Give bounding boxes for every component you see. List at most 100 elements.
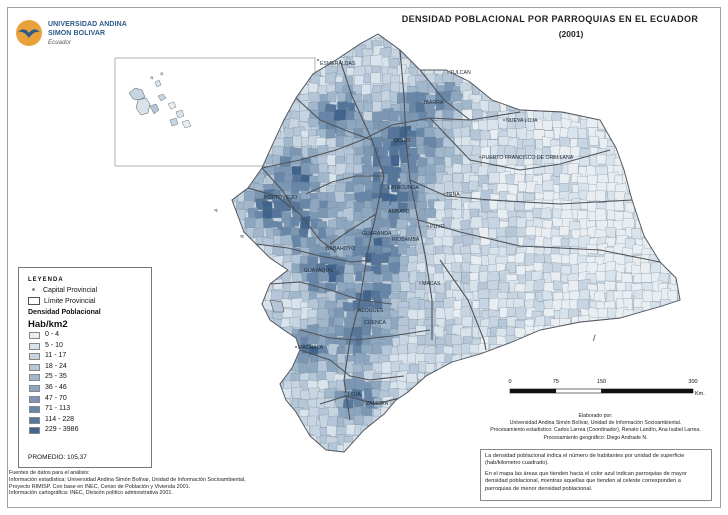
capital-marker bbox=[322, 246, 326, 250]
sources-line: Información cartográfica: INEC, División… bbox=[9, 490, 173, 497]
legend-swatch bbox=[29, 374, 40, 382]
capital-marker bbox=[478, 155, 482, 159]
city-label: ESMERALDAS bbox=[320, 61, 356, 67]
scale-segment bbox=[601, 388, 694, 394]
logo-text-line-2: SIMON BOLIVAR bbox=[48, 30, 106, 37]
capital-marker bbox=[388, 237, 392, 241]
legend-swatch bbox=[29, 416, 40, 424]
boundary-box-icon bbox=[28, 297, 40, 305]
city-label: NUEVA LOJA bbox=[506, 118, 538, 124]
capital-marker bbox=[260, 195, 264, 199]
map-title: DENSIDAD POBLACIONAL POR PARROQUIAS EN E… bbox=[401, 14, 699, 24]
stray-mark: / bbox=[593, 333, 596, 343]
province-boundaries bbox=[247, 49, 661, 421]
legend-swatch bbox=[29, 342, 40, 350]
legend-capital-item: Capital Provincial bbox=[28, 287, 97, 294]
sources-line: Fuentes de datos para el análisis: bbox=[9, 470, 90, 476]
province-boundary-line bbox=[247, 187, 337, 253]
city-label: PUYO bbox=[430, 224, 445, 230]
capital-marker bbox=[426, 224, 430, 228]
city-label: ZAMORA bbox=[366, 401, 389, 407]
city-label: AMBATO bbox=[388, 209, 409, 215]
city-label: CUENCA bbox=[364, 320, 386, 326]
legend-swatch bbox=[29, 332, 40, 339]
city-labels: ESMERALDAS TULCAN IBARRA NUEVA LOJA QUITO PUE… bbox=[260, 58, 574, 407]
city-label: RIOBAMBA bbox=[392, 237, 420, 243]
capital-marker bbox=[384, 209, 388, 213]
note-paragraph: En el mapa las áreas que tienden hacia e… bbox=[485, 470, 687, 492]
capital-marker bbox=[360, 320, 364, 324]
city-label: LATACUNGA bbox=[388, 185, 419, 191]
credits-line: Procesamiento geográfico: Diego Andrade … bbox=[543, 434, 648, 441]
capital-marker bbox=[446, 70, 450, 74]
sources-line: Proyecto RIMISP. Con base en INEC, Censo… bbox=[9, 483, 191, 490]
province-boundary-line bbox=[255, 243, 373, 263]
capital-marker bbox=[418, 281, 422, 285]
city-label: IBARRA bbox=[424, 100, 444, 106]
capital-marker bbox=[384, 185, 388, 189]
map-subtitle: (2001) bbox=[558, 29, 584, 39]
city-label: LOJA bbox=[348, 392, 362, 398]
legend-swatch bbox=[29, 385, 40, 392]
credits-line: Universidad Andina Simón Bolívar, Unidad… bbox=[509, 420, 682, 427]
scale-tick-label: 75 bbox=[552, 379, 559, 385]
legend-class-label: 114 - 228 bbox=[45, 415, 75, 423]
explanatory-note: La densidad poblacional indica el número… bbox=[480, 449, 712, 501]
capital-marker bbox=[420, 100, 424, 104]
legend-title: LEYENDA bbox=[28, 277, 64, 283]
city-label: TULCAN bbox=[450, 70, 471, 76]
city-label: GUARANDA bbox=[362, 231, 392, 237]
province-boundary-line bbox=[417, 219, 661, 263]
legend-class-label: 71 - 113 bbox=[45, 405, 71, 413]
legend-swatch bbox=[29, 353, 40, 361]
capital-marker bbox=[442, 192, 446, 196]
legend-class-label: 0 - 4 bbox=[45, 331, 60, 338]
scale-bar: 0 75 150 300 Km. bbox=[505, 379, 715, 407]
galapagos-islands bbox=[128, 71, 192, 129]
legend: LEYENDA Capital Provincial Límite Provin… bbox=[18, 267, 152, 468]
province-boundary-line bbox=[329, 213, 377, 245]
logo-text-line-3: Ecuador bbox=[48, 40, 72, 46]
logo-text-line-1: UNIVERSIDAD ANDINA bbox=[48, 21, 127, 28]
province-boundary-line bbox=[261, 111, 521, 169]
legend-swatch bbox=[29, 406, 40, 414]
scale-bar-graphic bbox=[509, 388, 694, 394]
legend-class-label: 229 - 3986 bbox=[45, 426, 79, 434]
province-boundary-line bbox=[299, 329, 431, 341]
province-boundary-line bbox=[439, 259, 487, 351]
legend-class-label: 5 - 10 bbox=[45, 341, 63, 349]
city-label: TENA bbox=[446, 192, 460, 198]
legend-swatch bbox=[29, 427, 40, 435]
legend-density-heading: Densidad Poblacional bbox=[28, 309, 101, 316]
legend-class-label: 47 - 70 bbox=[45, 394, 67, 402]
province-boundary-line bbox=[399, 49, 433, 340]
province-boundary-line bbox=[299, 349, 405, 381]
legend-class-label: 25 - 35 bbox=[45, 373, 67, 381]
city-label: PORTOVIEJO bbox=[264, 195, 297, 201]
city-label: BABAHOYO bbox=[326, 246, 355, 252]
legend-swatch bbox=[29, 363, 40, 371]
scale-tick-label: 150 bbox=[596, 379, 607, 385]
legend-limit-item: Límite Provincial bbox=[28, 297, 95, 305]
province-boundary-line bbox=[261, 167, 297, 213]
scale-tick-label: 0 bbox=[508, 379, 512, 385]
province-boundary-line bbox=[409, 179, 633, 205]
capital-marker bbox=[362, 401, 366, 405]
capital-dot-icon bbox=[32, 288, 35, 292]
capital-marker bbox=[358, 231, 362, 235]
capital-marker bbox=[344, 392, 348, 396]
city-label: MACHALA bbox=[298, 345, 324, 351]
capital-marker bbox=[316, 58, 320, 62]
scale-tick-label: 300 bbox=[688, 379, 698, 385]
legend-class-label: 36 - 46 bbox=[45, 384, 67, 391]
province-boundary-line bbox=[429, 117, 611, 171]
legend-unit: Hab/km2 bbox=[28, 319, 68, 330]
capital-marker bbox=[390, 138, 394, 142]
scale-segment bbox=[509, 388, 557, 394]
province-boundary-line bbox=[269, 281, 393, 305]
credits: Elaborado por: Universidad Andina Simón … bbox=[478, 413, 713, 442]
capital-marker bbox=[294, 345, 298, 349]
province-boundary-line bbox=[419, 69, 471, 121]
university-logo: UNIVERSIDAD ANDINA SIMON BOLIVAR Ecuador bbox=[14, 16, 154, 52]
